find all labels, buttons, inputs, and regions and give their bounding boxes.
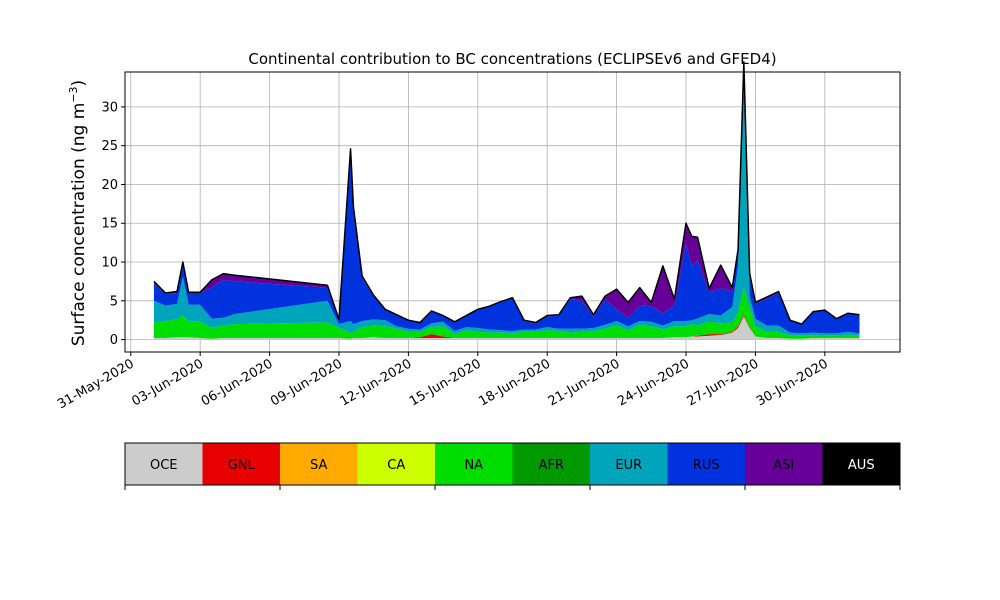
y-tick-label: 10 — [101, 256, 118, 271]
x-tick-label: 31-May-2020 — [55, 356, 137, 412]
legend-label-gnl: GNL — [228, 458, 256, 473]
legend-label-na: NA — [464, 458, 483, 473]
legend-swatch-eur — [590, 443, 668, 485]
area-series-asi — [153, 61, 860, 325]
x-tick-label: 12-Jun-2020 — [338, 356, 415, 409]
area-series-na — [153, 287, 860, 339]
legend-label-sa: SA — [310, 458, 327, 473]
y-tick-label: 30 — [101, 100, 118, 115]
legend-swatch-oce — [125, 443, 203, 485]
legend: OCE GNL SA CA NA AFR EUR RUS ASI AUS — [124, 442, 901, 490]
y-tick-label: 20 — [101, 178, 118, 193]
total-outline — [153, 61, 860, 325]
x-tick-label: 24-Jun-2020 — [615, 356, 692, 409]
x-tick-label: 27-Jun-2020 — [685, 356, 762, 409]
x-tick-label: 06-Jun-2020 — [199, 356, 276, 409]
chart-title: Continental contribution to BC concentra… — [248, 50, 776, 68]
legend-swatch-afr — [512, 443, 590, 485]
legend-label-aus: AUS — [848, 458, 875, 473]
legend-swatch-asi — [745, 443, 823, 485]
x-tick-label: 15-Jun-2020 — [407, 356, 484, 409]
legend-label-afr: AFR — [539, 458, 564, 473]
legend-label-oce: OCE — [150, 458, 178, 473]
area-series-rus — [153, 62, 860, 334]
legend-label-asi: ASI — [773, 458, 794, 473]
legend-label-rus: RUS — [693, 458, 720, 473]
y-tick-label: 0 — [110, 333, 118, 348]
y-tick-label: 25 — [101, 139, 118, 154]
y-axis-label-main: Surface concentration (ng m — [69, 103, 89, 346]
legend-swatch-rus — [667, 443, 745, 485]
legend-label-eur: EUR — [615, 458, 642, 473]
y-axis-label: Surface concentration (ng m−3) — [67, 80, 89, 346]
legend-swatch-aus — [822, 443, 900, 485]
plot-frame — [124, 71, 901, 353]
y-tick-label: 15 — [101, 217, 118, 232]
legend-swatch-na — [435, 443, 513, 485]
x-tick-label: 09-Jun-2020 — [268, 356, 345, 409]
x-tick-label: 21-Jun-2020 — [546, 356, 623, 409]
x-tick-label: 18-Jun-2020 — [476, 356, 553, 409]
y-tick-label: 5 — [110, 294, 118, 309]
y-axis-label-close: ) — [69, 80, 89, 87]
x-tick-label: 03-Jun-2020 — [129, 356, 206, 409]
legend-swatch-sa — [280, 443, 358, 485]
legend-frame — [124, 442, 901, 486]
legend-swatch-gnl — [202, 443, 280, 485]
x-tick-label: 30-Jun-2020 — [754, 356, 831, 409]
legend-label-ca: CA — [387, 458, 405, 473]
plot-area: 0 5 10 15 20 25 30 31-May-202003-Jun-202006-Jun… — [55, 61, 901, 412]
y-axis-label-superscript: −3 — [67, 86, 80, 102]
legend-swatch-ca — [357, 443, 435, 485]
